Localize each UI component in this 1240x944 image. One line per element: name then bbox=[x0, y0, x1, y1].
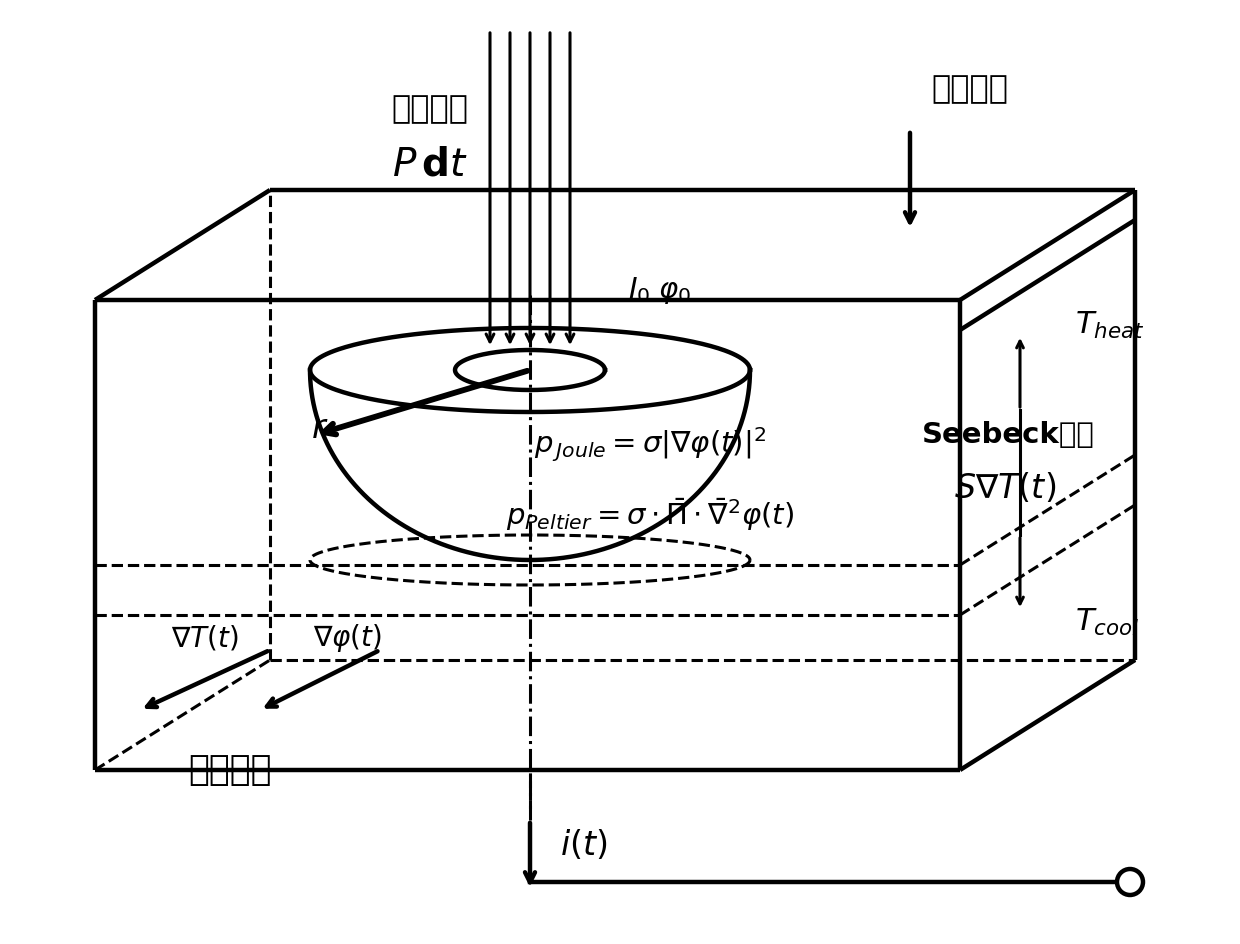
Text: $I_0\;\varphi_0$: $I_0\;\varphi_0$ bbox=[629, 275, 692, 306]
Text: $T_{cool}$: $T_{cool}$ bbox=[1075, 606, 1140, 637]
Text: 热电样品: 热电样品 bbox=[188, 753, 272, 787]
Text: Seebeck效应: Seebeck效应 bbox=[921, 421, 1095, 449]
Text: $p_{\,Joule} = \sigma|\nabla\varphi(t)|^2$: $p_{\,Joule} = \sigma|\nabla\varphi(t)|^… bbox=[534, 426, 766, 464]
Text: $\nabla T(t)$: $\nabla T(t)$ bbox=[171, 623, 239, 652]
Text: $S\nabla T(t)$: $S\nabla T(t)$ bbox=[954, 471, 1056, 505]
Text: 方向为正: 方向为正 bbox=[931, 75, 1008, 106]
Text: $p_{Peltier} = \sigma\cdot\bar{\Pi}\cdot\bar{\nabla}^2\varphi(t)$: $p_{Peltier} = \sigma\cdot\bar{\Pi}\cdot… bbox=[506, 497, 794, 533]
Text: 电子动能: 电子动能 bbox=[392, 94, 469, 126]
Text: $\nabla\varphi(t)$: $\nabla\varphi(t)$ bbox=[314, 622, 382, 654]
Text: $i(t)$: $i(t)$ bbox=[560, 828, 608, 862]
Text: $P\,\mathbf{d}t$: $P\,\mathbf{d}t$ bbox=[392, 146, 467, 184]
Text: $r$: $r$ bbox=[311, 412, 329, 445]
Text: $T_{heat}$: $T_{heat}$ bbox=[1075, 310, 1145, 341]
